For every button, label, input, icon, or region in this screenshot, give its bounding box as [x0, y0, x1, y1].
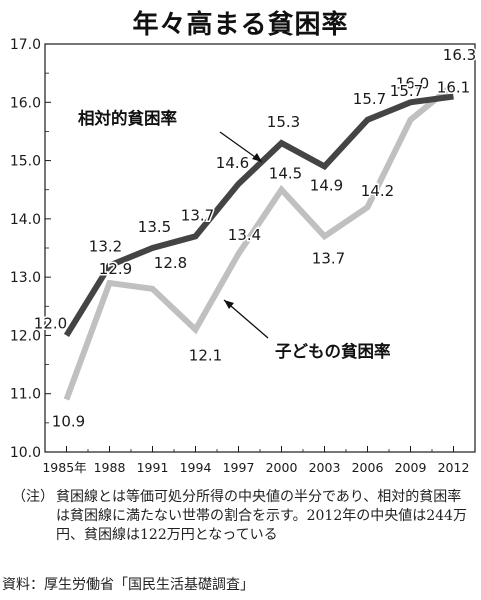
x-tick-label: 1988 — [94, 460, 126, 475]
legend-arrowhead-total — [252, 153, 262, 162]
data-label-total: 13.2 — [89, 237, 122, 255]
x-tick-label: 2000 — [266, 460, 298, 475]
y-tick-label: 15.0 — [10, 154, 41, 170]
legend-label-child: 子どもの貧困率 — [275, 341, 391, 361]
data-label-child: 15.7 — [390, 82, 423, 100]
data-label-child: 10.9 — [52, 413, 85, 431]
footnote-tag: （注） — [12, 489, 54, 505]
chart-axes: 10.0 11.0 12.0 13.0 14.0 15.0 16.0 17.0 1985年 198… — [10, 37, 476, 475]
data-label-total: 13.5 — [138, 218, 171, 236]
x-tick-label: 2012 — [438, 460, 470, 475]
chart-series — [63, 82, 456, 401]
series-line-0 — [63, 93, 454, 337]
data-label-total: 12.0 — [34, 314, 67, 332]
footnote: （注） 貧困線とは等価可処分所得の中央値の半分であり、相対的貧困率は貧困線に満た… — [12, 488, 474, 545]
data-label-child: 14.5 — [269, 165, 302, 183]
x-tick-label: 2009 — [395, 460, 427, 475]
x-tick-label: 1991 — [137, 460, 169, 475]
y-tick-label: 17.0 — [10, 37, 41, 53]
data-label-child: 13.4 — [228, 226, 261, 244]
y-tick-label: 13.0 — [10, 270, 41, 286]
y-tick-label: 12.0 — [10, 328, 41, 344]
data-label-child: 13.7 — [312, 249, 345, 267]
data-label-total: 15.7 — [353, 90, 386, 108]
y-tick-label: 16.0 — [10, 95, 41, 111]
legend-leader-child — [223, 299, 269, 339]
x-tick-label: 1985年 — [42, 460, 86, 475]
x-tick-label: 1997 — [223, 460, 255, 475]
footnote-text: 貧困線とは等価可処分所得の中央値の半分であり、相対的貧困率は貧困線に満たない世帯… — [56, 489, 467, 543]
y-tick-label: 11.0 — [10, 387, 41, 403]
x-tick-label: 1994 — [180, 460, 212, 475]
data-label-child: 14.2 — [361, 182, 394, 200]
data-label-child: 12.1 — [189, 347, 222, 365]
data-label-total: 16.1 — [437, 78, 470, 96]
chart-title: 年々高まる貧困率 — [132, 10, 349, 40]
chart-data-labels: 12.013.213.513.714.615.314.915.716.0 16.1… — [32, 44, 477, 432]
line-chart: 10.0 11.0 12.0 13.0 14.0 15.0 16.0 17.0 1985年 198… — [10, 37, 478, 475]
y-tick-label: 14.0 — [10, 212, 41, 228]
data-label-total: 16.0 — [396, 74, 429, 92]
data-label-child: 12.8 — [154, 254, 187, 272]
data-label-total: 15.3 — [267, 113, 300, 131]
data-label-total: 14.9 — [310, 176, 343, 194]
y-tick-label: 10.0 — [10, 445, 41, 461]
legend-label-total: 相対的貧困率 — [78, 108, 177, 128]
legend-arrowhead-child — [224, 300, 234, 309]
source-credit: 資料：厚生労働省「国民生活基礎調査」 — [2, 577, 254, 593]
x-tick-label: 2006 — [352, 460, 384, 475]
x-tick-label: 2003 — [309, 460, 341, 475]
data-label-child: 16.3 — [443, 46, 476, 64]
data-label-total: 14.6 — [216, 154, 249, 172]
data-label-total: 13.7 — [181, 206, 214, 224]
data-label-child: 12.9 — [99, 260, 132, 278]
series-line-1 — [63, 82, 456, 401]
